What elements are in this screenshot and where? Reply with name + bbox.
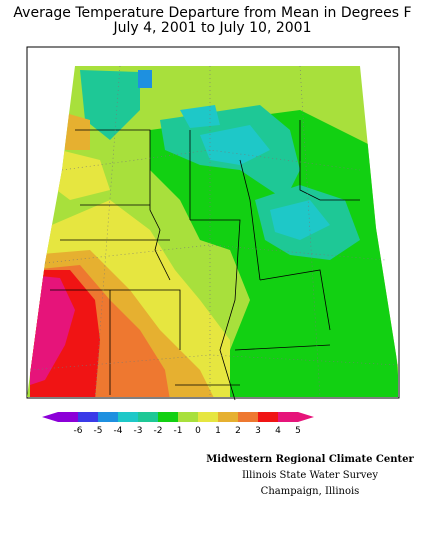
- map-date-range: July 4, 2001 to July 10, 2001: [113, 20, 312, 36]
- legend-tick-label: -6: [73, 426, 83, 436]
- legend-swatch: [58, 412, 78, 422]
- legend-tick-label: -2: [153, 426, 163, 436]
- legend-tick-label: 3: [255, 426, 261, 436]
- legend-tick-label: -3: [133, 426, 143, 436]
- legend-swatch: [98, 412, 118, 422]
- legend-swatch: [198, 412, 218, 422]
- credit-institution: Midwestern Regional Climate Center: [206, 454, 414, 465]
- credit-survey: Illinois State Water Survey: [241, 470, 378, 481]
- legend-swatch: [158, 412, 178, 422]
- legend-swatch: [118, 412, 138, 422]
- credit-location: Champaign, Illinois: [260, 486, 360, 497]
- legend-tick-label: 0: [195, 426, 201, 436]
- map-title: Average Temperature Departure from Mean …: [13, 5, 412, 21]
- legend-tick-label: 1: [215, 426, 221, 436]
- legend-arrow-low: [42, 412, 58, 422]
- legend-swatch: [218, 412, 238, 422]
- state-boundaries: [50, 120, 360, 401]
- legend-swatch: [278, 412, 298, 422]
- legend-tick-label: 2: [235, 426, 241, 436]
- contour-fill: [27, 66, 398, 397]
- color-legend: [42, 412, 314, 422]
- legend-arrow-high: [298, 412, 314, 422]
- legend-swatch: [138, 412, 158, 422]
- legend-tick-label: 5: [295, 426, 301, 436]
- legend-tick-label: -4: [113, 426, 123, 436]
- legend-swatch: [238, 412, 258, 422]
- legend-tick-label: -5: [93, 426, 103, 436]
- legend-swatch: [258, 412, 278, 422]
- legend-tick-label: -1: [173, 426, 183, 436]
- legend-tick-label: 4: [275, 426, 281, 436]
- graticule: [29, 65, 399, 398]
- legend-swatch: [178, 412, 198, 422]
- legend-swatch: [78, 412, 98, 422]
